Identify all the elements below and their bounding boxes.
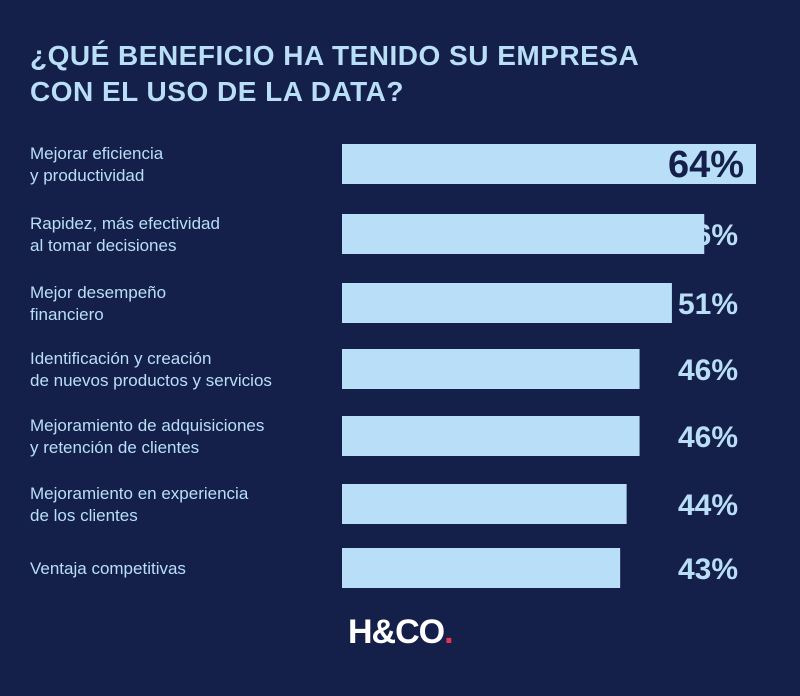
value-label: 56% (678, 219, 738, 252)
value-label: 51% (678, 288, 738, 321)
hco-logo: H&CO. (348, 612, 454, 652)
category-label-line: al tomar decisiones (30, 236, 176, 255)
bar (342, 283, 672, 323)
bar (342, 484, 627, 524)
category-label-line: y retención de clientes (30, 438, 199, 457)
category-label: Mejoramiento de adquisiciones y retención… (30, 416, 264, 457)
value-label: 46% (678, 421, 738, 454)
value-label: 46% (678, 354, 738, 387)
category-label-line: Identificación y creación (30, 349, 211, 368)
bar (342, 349, 640, 389)
category-label-line: y productividad (30, 166, 144, 185)
category-label: Ventaja competitivas (30, 559, 186, 578)
category-label-line: Mejor desempeño (30, 283, 166, 302)
chart-title: ¿QUÉ BENEFICIO HA TENIDO SU EMPRESA CON … (30, 38, 639, 110)
bar (342, 214, 705, 254)
bar (342, 416, 640, 456)
category-label-line: financiero (30, 305, 104, 324)
bar (342, 548, 621, 588)
chart-title-line-1: ¿QUÉ BENEFICIO HA TENIDO SU EMPRESA (30, 40, 640, 71)
bar-chart: Mejorar eficiencia y productividad 64% Rapi… (30, 144, 756, 588)
category-label-line: de nuevos productos y servicios (30, 371, 272, 390)
category-label: Rapidez, más efectividad al tomar decisio… (30, 214, 220, 255)
chart-title-line-2: CON EL USO DE LA DATA? (30, 76, 404, 107)
category-label-line: Rapidez, más efectividad (30, 214, 220, 233)
category-label: Mejorar eficiencia y productividad (30, 144, 164, 185)
category-label-line: Ventaja competitivas (30, 559, 186, 578)
category-label: Identificación y creación de nuevos produ… (30, 349, 272, 390)
value-label: 43% (678, 553, 738, 586)
value-label: 44% (678, 489, 738, 522)
logo-text: H&CO (348, 613, 445, 651)
category-label: Mejor desempeño financiero (30, 283, 166, 324)
category-label-line: Mejoramiento en experiencia (30, 484, 249, 503)
category-label-line: de los clientes (30, 506, 138, 525)
category-label-line: Mejoramiento de adquisiciones (30, 416, 264, 435)
category-label: Mejoramiento en experiencia de los client… (30, 484, 249, 525)
logo-dot: . (444, 613, 454, 651)
value-label: 64% (668, 144, 744, 186)
category-label-line: Mejorar eficiencia (30, 144, 164, 163)
bar (342, 144, 756, 184)
